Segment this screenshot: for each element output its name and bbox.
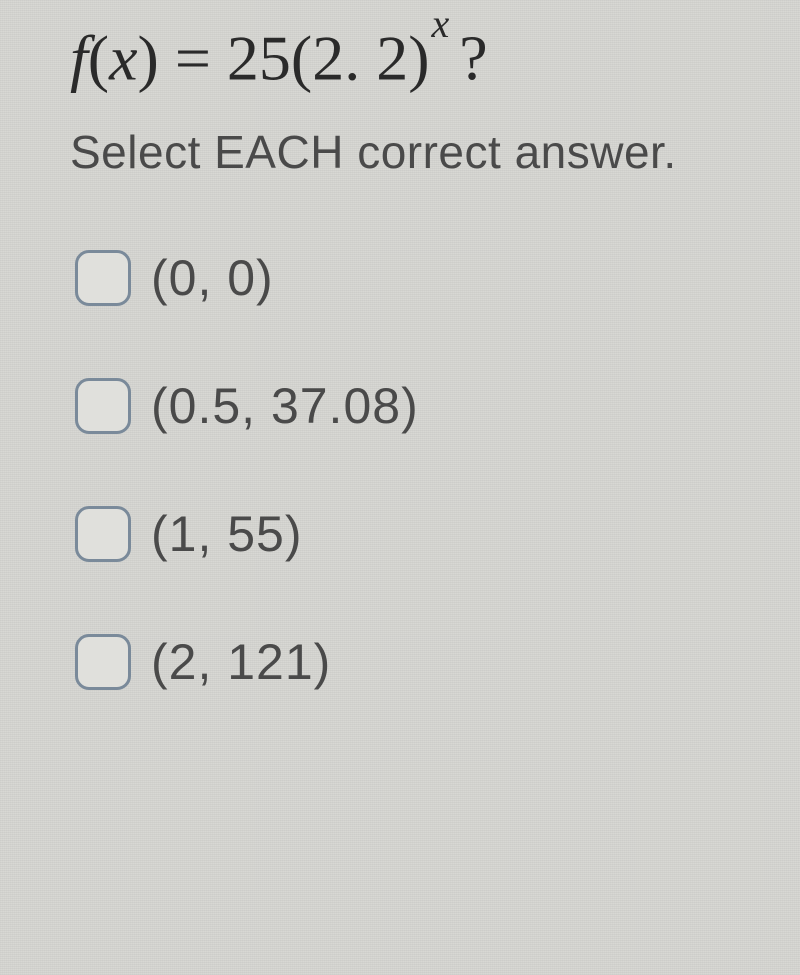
option-label: (1, 55) [151, 505, 303, 563]
option-row: (0, 0) [75, 249, 730, 307]
option-checkbox-3[interactable] [75, 634, 131, 690]
question-instruction: Select EACH correct answer. [70, 125, 730, 179]
option-checkbox-1[interactable] [75, 378, 131, 434]
option-row: (0.5, 37.08) [75, 377, 730, 435]
question-equation: f(x) = 25(2. 2)x? [70, 20, 730, 95]
options-list: (0, 0) (0.5, 37.08) (1, 55) (2, 121) [70, 249, 730, 691]
option-checkbox-0[interactable] [75, 250, 131, 306]
option-checkbox-2[interactable] [75, 506, 131, 562]
option-row: (2, 121) [75, 633, 730, 691]
option-label: (0, 0) [151, 249, 274, 307]
option-row: (1, 55) [75, 505, 730, 563]
option-label: (0.5, 37.08) [151, 377, 419, 435]
option-label: (2, 121) [151, 633, 331, 691]
